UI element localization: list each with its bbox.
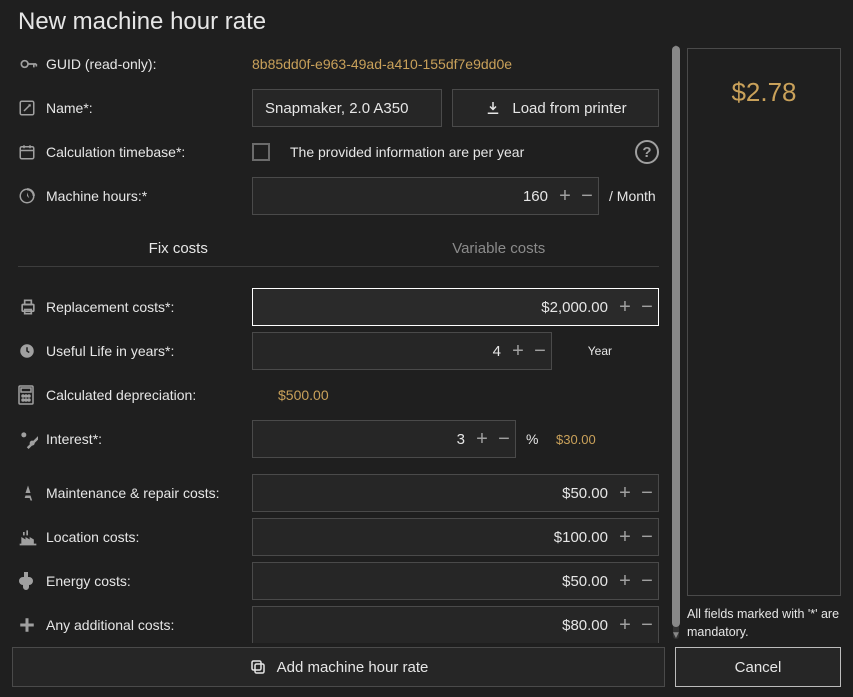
location-value: $100.00	[253, 529, 614, 546]
useful-life-stepper[interactable]: 4 + −	[252, 332, 552, 370]
useful-life-value: 4	[253, 343, 507, 360]
result-value: $2.78	[731, 77, 796, 595]
additional-value: $80.00	[253, 617, 614, 634]
percent-icon	[18, 429, 46, 449]
energy-label: Energy costs:	[46, 573, 252, 589]
row-timebase: Calculation timebase*: The provided info…	[18, 130, 659, 174]
form-scroll-area: GUID (read-only): 8b85dd0f-e963-49ad-a41…	[0, 42, 669, 643]
maintenance-label: Maintenance & repair costs:	[46, 485, 252, 501]
replacement-stepper[interactable]: $2,000.00 + −	[252, 288, 659, 326]
add-button-label: Add machine hour rate	[277, 659, 429, 676]
clock-icon	[18, 187, 46, 205]
location-stepper[interactable]: $100.00 + −	[252, 518, 659, 556]
energy-stepper[interactable]: $50.00 + −	[252, 562, 659, 600]
row-energy: Energy costs: $50.00 + −	[18, 559, 659, 603]
minus-icon[interactable]: −	[529, 332, 551, 370]
row-depreciation: Calculated depreciation: $500.00	[18, 373, 659, 417]
useful-life-unit: Year	[562, 344, 612, 358]
cancel-button[interactable]: Cancel	[675, 647, 841, 687]
minus-icon[interactable]: −	[636, 606, 658, 643]
name-input[interactable]	[252, 89, 442, 127]
minus-icon[interactable]: −	[636, 474, 658, 512]
maintenance-value: $50.00	[253, 485, 614, 502]
row-maintenance: Maintenance & repair costs: $50.00 + −	[18, 471, 659, 515]
minus-icon[interactable]: −	[636, 518, 658, 556]
scroll-down-arrow[interactable]: ▼	[669, 629, 683, 643]
load-from-printer-label: Load from printer	[512, 100, 626, 117]
energy-value: $50.00	[253, 573, 614, 590]
minus-icon[interactable]: −	[636, 288, 658, 326]
row-guid: GUID (read-only): 8b85dd0f-e963-49ad-a41…	[18, 42, 659, 86]
mandatory-note: All fields marked with '*' are mandatory…	[687, 596, 841, 641]
tab-variable-costs[interactable]: Variable costs	[339, 230, 660, 266]
cancel-button-label: Cancel	[735, 659, 782, 676]
row-useful-life: Useful Life in years*: 4 + − Year	[18, 329, 659, 373]
machine-hours-label: Machine hours:*	[46, 188, 252, 204]
key-icon	[18, 54, 46, 74]
useful-life-label: Useful Life in years*:	[46, 343, 252, 359]
name-label: Name*:	[46, 100, 252, 116]
timebase-checkbox[interactable]	[252, 143, 270, 161]
interest-stepper[interactable]: 3 + −	[252, 420, 516, 458]
timebase-label: Calculation timebase*:	[46, 144, 252, 160]
help-icon[interactable]: ?	[635, 140, 659, 164]
machine-hours-unit: / Month	[609, 188, 659, 204]
row-location: Location costs: $100.00 + −	[18, 515, 659, 559]
edit-icon	[18, 99, 46, 117]
wrench-icon	[18, 483, 46, 503]
scrollbar-thumb[interactable]	[672, 46, 680, 627]
timebase-checkbox-label: The provided information are per year	[290, 144, 625, 160]
interest-computed: $30.00	[556, 432, 606, 447]
maintenance-stepper[interactable]: $50.00 + −	[252, 474, 659, 512]
page-title: New machine hour rate	[0, 0, 853, 42]
row-replacement: Replacement costs*: $2,000.00 + −	[18, 285, 659, 329]
interest-label: Interest*:	[46, 431, 252, 447]
minus-icon[interactable]: −	[576, 177, 598, 215]
guid-value: 8b85dd0f-e963-49ad-a410-155df7e9dd0e	[252, 56, 512, 72]
row-additional: Any additional costs: $80.00 + −	[18, 603, 659, 643]
depreciation-value: $500.00	[278, 387, 329, 403]
factory-icon	[18, 527, 46, 547]
cost-tabs: Fix costs Variable costs	[18, 230, 659, 267]
calendar-icon	[18, 143, 46, 161]
plus-icon[interactable]: +	[507, 332, 529, 370]
interest-unit: %	[526, 431, 546, 447]
minus-icon[interactable]: −	[493, 420, 515, 458]
machine-hours-value: 160	[253, 188, 554, 205]
plus-icon[interactable]: +	[471, 420, 493, 458]
plus-icon[interactable]: +	[614, 474, 636, 512]
load-from-printer-button[interactable]: Load from printer	[452, 89, 659, 127]
row-interest: Interest*: 3 + − % $30.00	[18, 417, 659, 461]
plug-icon	[18, 571, 46, 591]
interest-value: 3	[253, 431, 471, 448]
duplicate-icon	[249, 658, 267, 676]
row-name: Name*: Load from printer	[18, 86, 659, 130]
plus-icon[interactable]: +	[614, 606, 636, 643]
location-label: Location costs:	[46, 529, 252, 545]
minus-icon[interactable]: −	[636, 562, 658, 600]
add-machine-hour-rate-button[interactable]: Add machine hour rate	[12, 647, 665, 687]
replacement-label: Replacement costs*:	[46, 299, 252, 315]
machine-hours-stepper[interactable]: 160 + −	[252, 177, 599, 215]
plus-icon[interactable]: +	[554, 177, 576, 215]
depreciation-label: Calculated depreciation:	[46, 387, 252, 403]
result-panel: $2.78	[687, 48, 841, 596]
guid-label: GUID (read-only):	[46, 56, 252, 72]
plus-icon[interactable]: +	[614, 562, 636, 600]
row-machine-hours: Machine hours:* 160 + − / Month	[18, 174, 659, 218]
plus-icon	[18, 616, 46, 634]
plus-icon[interactable]: +	[614, 288, 636, 326]
replacement-value: $2,000.00	[253, 299, 614, 316]
scrollbar[interactable]: ▲ ▼	[669, 46, 683, 639]
printer-icon	[18, 297, 46, 317]
plus-icon[interactable]: +	[614, 518, 636, 556]
additional-label: Any additional costs:	[46, 617, 252, 633]
additional-stepper[interactable]: $80.00 + −	[252, 606, 659, 643]
clock-solid-icon	[18, 342, 46, 360]
download-icon	[484, 99, 502, 117]
tab-fix-costs[interactable]: Fix costs	[18, 230, 339, 266]
calculator-icon	[18, 385, 46, 405]
